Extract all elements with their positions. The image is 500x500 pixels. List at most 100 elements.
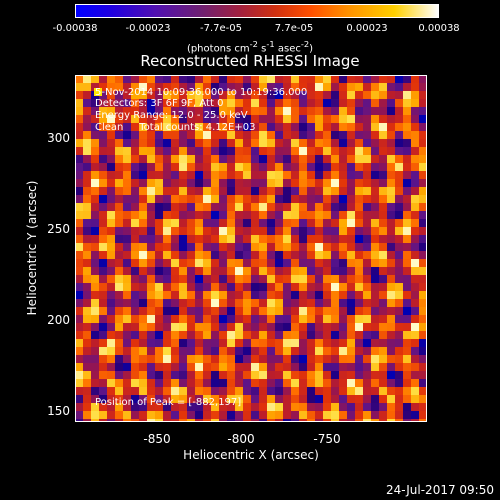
heatmap-cell [211,395,219,403]
heatmap-cell [331,155,339,163]
heatmap-cell [211,331,219,339]
heatmap-cell [291,131,299,139]
heatmap-cell [203,203,211,211]
heatmap-cell [123,347,131,355]
heatmap-cell [267,107,275,115]
heatmap-cell [179,251,187,259]
heatmap-cell [323,107,331,115]
heatmap-cell [331,387,339,395]
heatmap-cell [211,419,219,422]
heatmap-cell [99,283,107,291]
heatmap-cell [275,387,283,395]
heatmap-cell [99,171,107,179]
heatmap-cell [195,339,203,347]
heatmap-cell [259,259,267,267]
heatmap-cell [75,187,83,195]
heatmap-cell [147,331,155,339]
heatmap-cell [211,131,219,139]
heatmap-cell [283,115,291,123]
heatmap-cell [379,355,387,363]
heatmap-cell [299,83,307,91]
heatmap-cell [411,131,419,139]
heatmap-cell [155,259,163,267]
heatmap-cell [115,187,123,195]
heatmap-cell [283,91,291,99]
heatmap-cell [195,187,203,195]
heatmap-cell [411,155,419,163]
heatmap-cell [123,227,131,235]
heatmap-cell [147,403,155,411]
heatmap-cell [339,267,347,275]
heatmap-cell [83,371,91,379]
heatmap-cell [187,355,195,363]
heatmap-cell [371,347,379,355]
heatmap-cell [323,291,331,299]
heatmap-cell [395,147,403,155]
heatmap-cell [411,251,419,259]
heatmap-cell [363,235,371,243]
heatmap-cell [163,259,171,267]
heatmap-cell [91,291,99,299]
heatmap-cell [323,115,331,123]
heatmap-cell [195,259,203,267]
heatmap-cell [75,195,83,203]
heatmap-cell [171,323,179,331]
heatmap-cell [387,307,395,315]
heatmap-cell [91,419,99,422]
heatmap-cell [131,291,139,299]
heatmap-cell [363,243,371,251]
heatmap-cell [99,99,107,107]
heatmap-cell [195,179,203,187]
heatmap-cell [243,339,251,347]
heatmap-cell [299,251,307,259]
heatmap-cell [147,371,155,379]
heatmap-cell [363,83,371,91]
heatmap-cell [267,179,275,187]
heatmap-cell [331,283,339,291]
heatmap-cell [283,211,291,219]
heatmap-cell [323,123,331,131]
heatmap-cell [75,139,83,147]
heatmap-cell [339,371,347,379]
heatmap-cell [403,275,411,283]
heatmap-cell [307,283,315,291]
heatmap-cell [363,131,371,139]
heatmap-cell [179,331,187,339]
heatmap-cell [147,179,155,187]
heatmap-cell [315,131,323,139]
heatmap-cell [163,339,171,347]
heatmap-cell [243,123,251,131]
heatmap-cell [347,147,355,155]
heatmap-cell [347,203,355,211]
heatmap-cell [403,291,411,299]
heatmap-cell [387,211,395,219]
heatmap-cell [211,299,219,307]
heatmap-cell [379,227,387,235]
heatmap-cell [99,275,107,283]
heatmap-cell [267,331,275,339]
heatmap-cell [163,211,171,219]
heatmap-cell [107,251,115,259]
heatmap-cell [267,291,275,299]
heatmap-cell [243,299,251,307]
heatmap-cell [99,187,107,195]
heatmap-cell [123,235,131,243]
heatmap-cell [163,323,171,331]
heatmap-cell [403,251,411,259]
heatmap-cell [307,299,315,307]
heatmap-cell [387,331,395,339]
heatmap-cell [107,147,115,155]
heatmap-cell [363,299,371,307]
heatmap-cell [363,91,371,99]
heatmap-cell [307,123,315,131]
heatmap-cell [299,267,307,275]
heatmap-cell [371,179,379,187]
heatmap-cell [139,75,147,83]
heatmap-cell [291,179,299,187]
heatmap-cell [115,403,123,411]
heatmap-cell [251,371,259,379]
heatmap-cell [115,139,123,147]
heatmap-cell [195,347,203,355]
heatmap-cell [411,235,419,243]
heatmap-cell [387,115,395,123]
